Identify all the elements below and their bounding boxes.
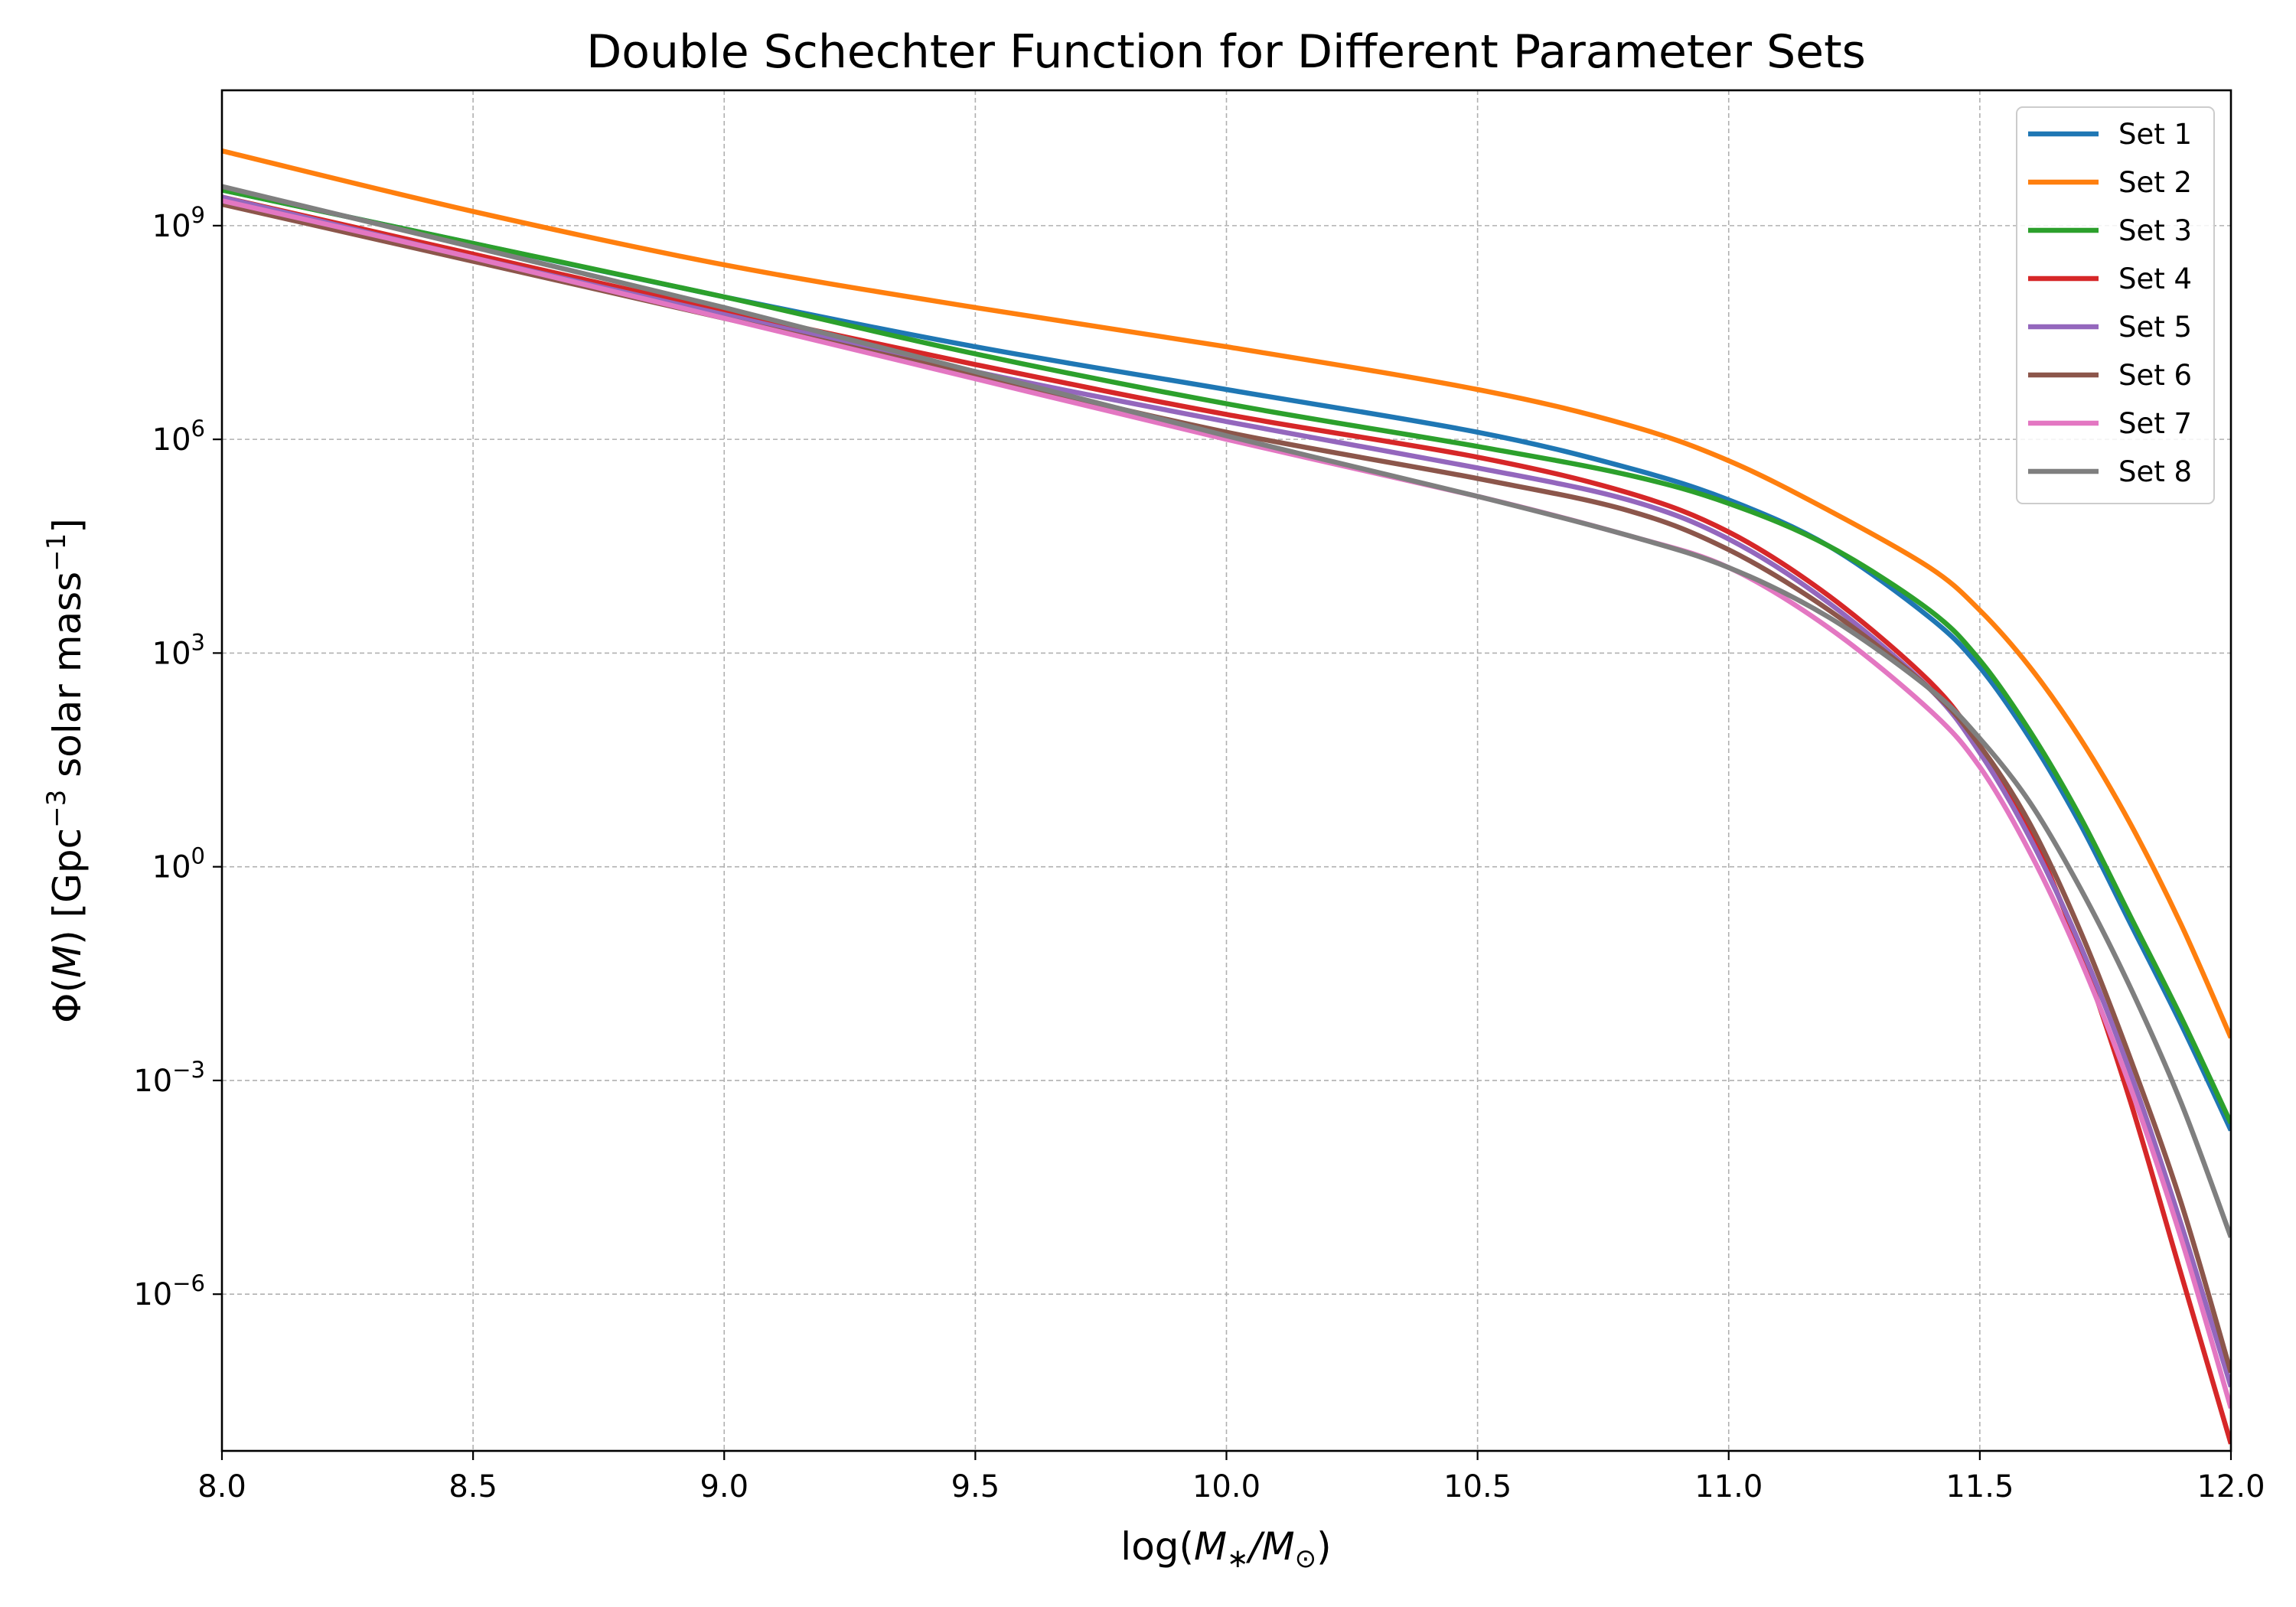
y-axis-title-end: ] — [45, 518, 90, 533]
legend-label-set-7: Set 7 — [2118, 407, 2192, 440]
x-axis-title-m1: M — [1194, 1524, 1227, 1569]
y-tick-label: 10−3 — [133, 1057, 205, 1099]
x-axis-title-m2: M — [1262, 1524, 1295, 1569]
y-tick-label-exponent: 0 — [191, 843, 205, 869]
y-tick-label-base: 10 — [133, 1277, 172, 1312]
x-tick-label: 11.5 — [1945, 1469, 2014, 1504]
legend-label-set-2: Set 2 — [2118, 166, 2192, 199]
y-tick-label-base: 10 — [152, 422, 191, 458]
y-tick-label-exponent: −6 — [172, 1270, 205, 1296]
legend: Set 1 Set 2 Set 3 Set 4 Set 5 Set 6 Set 7 Set 8 — [2016, 106, 2215, 504]
x-tick-label: 11.0 — [1694, 1469, 1763, 1504]
legend-label-set-4: Set 4 — [2118, 262, 2192, 295]
x-axis-ticks: 8.0 8.5 9.0 9.5 10.0 10.5 11.0 11.5 12.0 — [197, 1451, 2265, 1504]
y-tick-label-exponent: 6 — [191, 416, 205, 442]
legend-label-set-3: Set 3 — [2118, 214, 2192, 247]
series-line-set-5 — [222, 194, 2231, 1388]
y-tick-label: 109 — [152, 202, 205, 244]
x-tick-label: 9.5 — [951, 1469, 1000, 1504]
y-axis-title-exp2: −1 — [41, 533, 72, 572]
y-axis-title-exp1: −3 — [41, 790, 72, 828]
x-tick-label: 10.5 — [1443, 1469, 1512, 1504]
y-tick-label-base: 10 — [133, 1064, 172, 1099]
y-axis-title-close: ) [Gpc — [45, 828, 90, 945]
legend-frame — [2016, 106, 2215, 504]
x-axis-title-sub2: ⊙ — [1295, 1543, 1317, 1574]
y-axis-title-phi: Φ( — [45, 978, 90, 1023]
x-tick-label: 8.0 — [197, 1469, 246, 1504]
legend-label-set-1: Set 1 — [2118, 118, 2192, 151]
y-tick-label: 10−6 — [133, 1270, 205, 1312]
chart-title: Double Schechter Function for Different … — [586, 25, 1866, 79]
y-axis-title-m: M — [45, 945, 90, 978]
series-line-set-8 — [222, 184, 2231, 1238]
x-tick-label: 9.0 — [700, 1469, 748, 1504]
legend-label-set-6: Set 6 — [2118, 359, 2192, 392]
y-tick-label-base: 10 — [152, 850, 191, 885]
plot-area-lines — [222, 148, 2231, 1445]
y-tick-label-base: 10 — [152, 636, 191, 671]
y-tick-label-exponent: 3 — [191, 629, 205, 655]
y-tick-label: 103 — [152, 629, 205, 671]
y-tick-label-base: 10 — [152, 209, 191, 244]
legend-label-set-5: Set 5 — [2118, 311, 2192, 344]
series-line-set-2 — [222, 148, 2231, 1039]
x-tick-label: 8.5 — [448, 1469, 497, 1504]
y-axis-title: Φ(M) [Gpc−3 solar mass−1] — [41, 518, 90, 1023]
x-axis-title-sub1: ∗ — [1227, 1543, 1249, 1574]
x-axis-title-suffix: ) — [1316, 1524, 1332, 1569]
series-line-set-3 — [222, 187, 2231, 1125]
x-axis-title-prefix: log( — [1120, 1524, 1194, 1569]
y-tick-label: 106 — [152, 416, 205, 458]
legend-label-set-8: Set 8 — [2118, 455, 2192, 488]
legend-items: Set 1 Set 2 Set 3 Set 4 Set 5 Set 6 Set 7 Set 8 — [2028, 118, 2192, 488]
x-axis-title: log(M∗/M⊙) — [1120, 1524, 1331, 1574]
x-tick-label: 10.0 — [1192, 1469, 1261, 1504]
x-tick-label: 12.0 — [2197, 1469, 2265, 1504]
y-tick-label-exponent: −3 — [172, 1057, 205, 1083]
y-tick-label: 100 — [152, 843, 205, 885]
y-tick-label-exponent: 9 — [191, 202, 205, 228]
y-axis-title-mid: solar mass — [45, 572, 90, 790]
